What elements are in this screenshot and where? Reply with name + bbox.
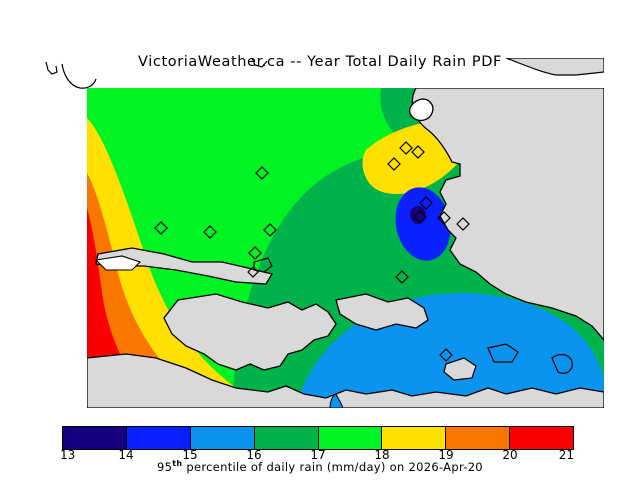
caption-rest: percentile of daily rain (mm/day) on 202…	[182, 459, 483, 474]
colorbar-band-19-20[interactable]	[446, 427, 511, 449]
colorbar-tick-21: 21	[558, 448, 574, 462]
colorbar-band-16-17[interactable]	[254, 427, 319, 449]
water-south-channel	[329, 393, 343, 408]
colorbar-container[interactable]	[62, 426, 574, 450]
land-small-inlet	[409, 98, 434, 122]
colorbar-caption: 95th percentile of daily rain (mm/day) o…	[0, 459, 640, 474]
land-mid-strip	[335, 293, 429, 331]
station-marker[interactable]	[413, 210, 427, 224]
caption-prefix: 95	[157, 459, 173, 474]
colorbar-tick-19: 19	[438, 448, 454, 462]
station-marker[interactable]	[437, 211, 451, 225]
station-marker[interactable]	[439, 348, 453, 362]
map-plot-area[interactable]	[36, 58, 604, 408]
colorbar-tick-15: 15	[182, 448, 198, 462]
station-marker-group[interactable]	[154, 141, 470, 362]
offplot-coastline-fragment	[45, 58, 604, 89]
station-marker[interactable]	[203, 225, 217, 239]
colorbar-band-15-16[interactable]	[190, 427, 255, 449]
land-small-island	[443, 357, 477, 381]
colorbar-band-14-15[interactable]	[126, 427, 191, 449]
station-marker[interactable]	[456, 217, 470, 231]
water-inlet-east	[551, 353, 573, 374]
colorbar-band-13-14[interactable]	[63, 427, 127, 449]
caption-superscript: th	[172, 459, 183, 468]
colorbar-tick-17: 17	[310, 448, 326, 462]
colorbar-tick-13: 13	[60, 448, 76, 462]
colorbar-band-17-18[interactable]	[318, 427, 383, 449]
band-14-15-minimum	[395, 187, 451, 261]
contour-field	[36, 88, 604, 408]
station-marker[interactable]	[154, 221, 168, 235]
station-marker[interactable]	[255, 166, 269, 180]
station-marker[interactable]	[411, 145, 425, 159]
colorbar-tick-16: 16	[246, 448, 262, 462]
colorbar-tick-18: 18	[374, 448, 390, 462]
colorbar-band-18-19[interactable]	[382, 427, 447, 449]
station-marker[interactable]	[399, 141, 413, 155]
colorbar-tick-labels: 13 14 15 16 17 18 19 20 21	[60, 448, 574, 462]
station-marker[interactable]	[419, 196, 433, 210]
colorbar[interactable]	[62, 426, 574, 450]
band-13-14-deep-minimum	[410, 206, 426, 224]
land-central-peninsula	[163, 293, 337, 371]
station-marker[interactable]	[395, 270, 409, 284]
station-marker[interactable]	[387, 157, 401, 171]
page-title: VictoriaWeather.ca -- Year Total Daily R…	[138, 54, 502, 70]
station-marker[interactable]	[247, 266, 259, 278]
water-small-inlet	[487, 343, 519, 363]
colorbar-tick-20: 20	[502, 448, 518, 462]
colorbar-shadow	[4, 4, 516, 28]
water-harbour-1	[94, 255, 142, 271]
colorbar-band-20-21[interactable]	[510, 427, 573, 449]
station-marker[interactable]	[263, 223, 277, 237]
contour-map[interactable]	[36, 58, 604, 408]
colorbar-tick-14: 14	[118, 448, 134, 462]
water-west-bay	[36, 264, 86, 316]
station-marker[interactable]	[248, 246, 262, 260]
land-south-coast	[87, 353, 604, 408]
